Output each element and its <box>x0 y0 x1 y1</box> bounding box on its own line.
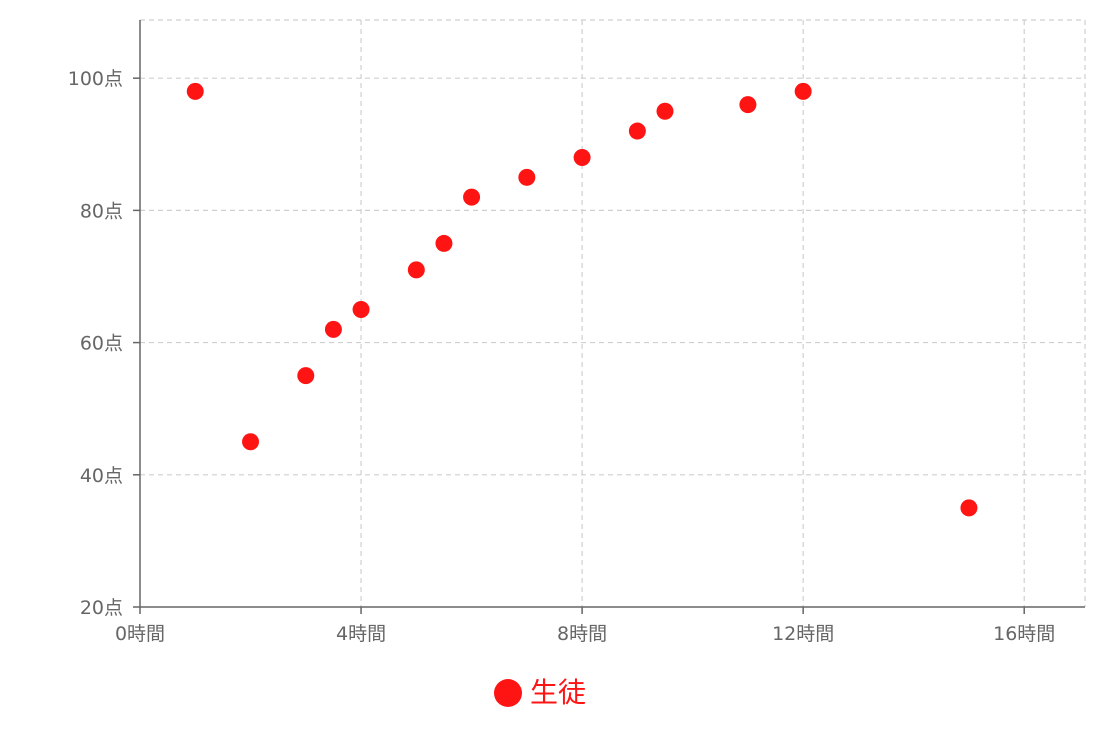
data-point[interactable] <box>435 234 453 252</box>
x-tick-label: 16時間 <box>993 623 1055 645</box>
data-point[interactable] <box>573 148 591 166</box>
data-point[interactable] <box>960 499 978 517</box>
axes <box>139 20 1085 608</box>
grid <box>140 19 1086 607</box>
data-point[interactable] <box>739 96 757 114</box>
data-point[interactable] <box>628 122 646 140</box>
data-point[interactable] <box>297 367 315 385</box>
ticks: 0時間 4時間 8時間 12時間 16時間 20点 40点 60点 80点 100点 <box>68 68 1056 645</box>
x-tick-label: 0時間 <box>115 623 165 645</box>
data-point[interactable] <box>324 320 342 338</box>
x-tick-label: 8時間 <box>557 623 607 645</box>
x-tick-label: 4時間 <box>336 623 386 645</box>
y-tick-label: 80点 <box>80 200 123 222</box>
data-point[interactable] <box>518 168 536 186</box>
data-point[interactable] <box>242 433 260 451</box>
data-point[interactable] <box>794 82 812 100</box>
legend-marker <box>494 679 522 707</box>
y-tick-label: 40点 <box>80 465 123 487</box>
y-tick-label: 100点 <box>68 68 123 90</box>
data-points <box>186 82 978 517</box>
data-point[interactable] <box>186 82 204 100</box>
data-point[interactable] <box>656 102 674 120</box>
y-tick-label: 60点 <box>80 333 123 355</box>
x-tick-label: 12時間 <box>772 623 834 645</box>
data-point[interactable] <box>463 188 481 206</box>
y-tick-label: 20点 <box>80 597 123 619</box>
legend-label: 生徒 <box>530 676 586 709</box>
data-point[interactable] <box>352 301 370 319</box>
data-point[interactable] <box>407 261 425 279</box>
legend[interactable]: 生徒 <box>494 676 586 709</box>
